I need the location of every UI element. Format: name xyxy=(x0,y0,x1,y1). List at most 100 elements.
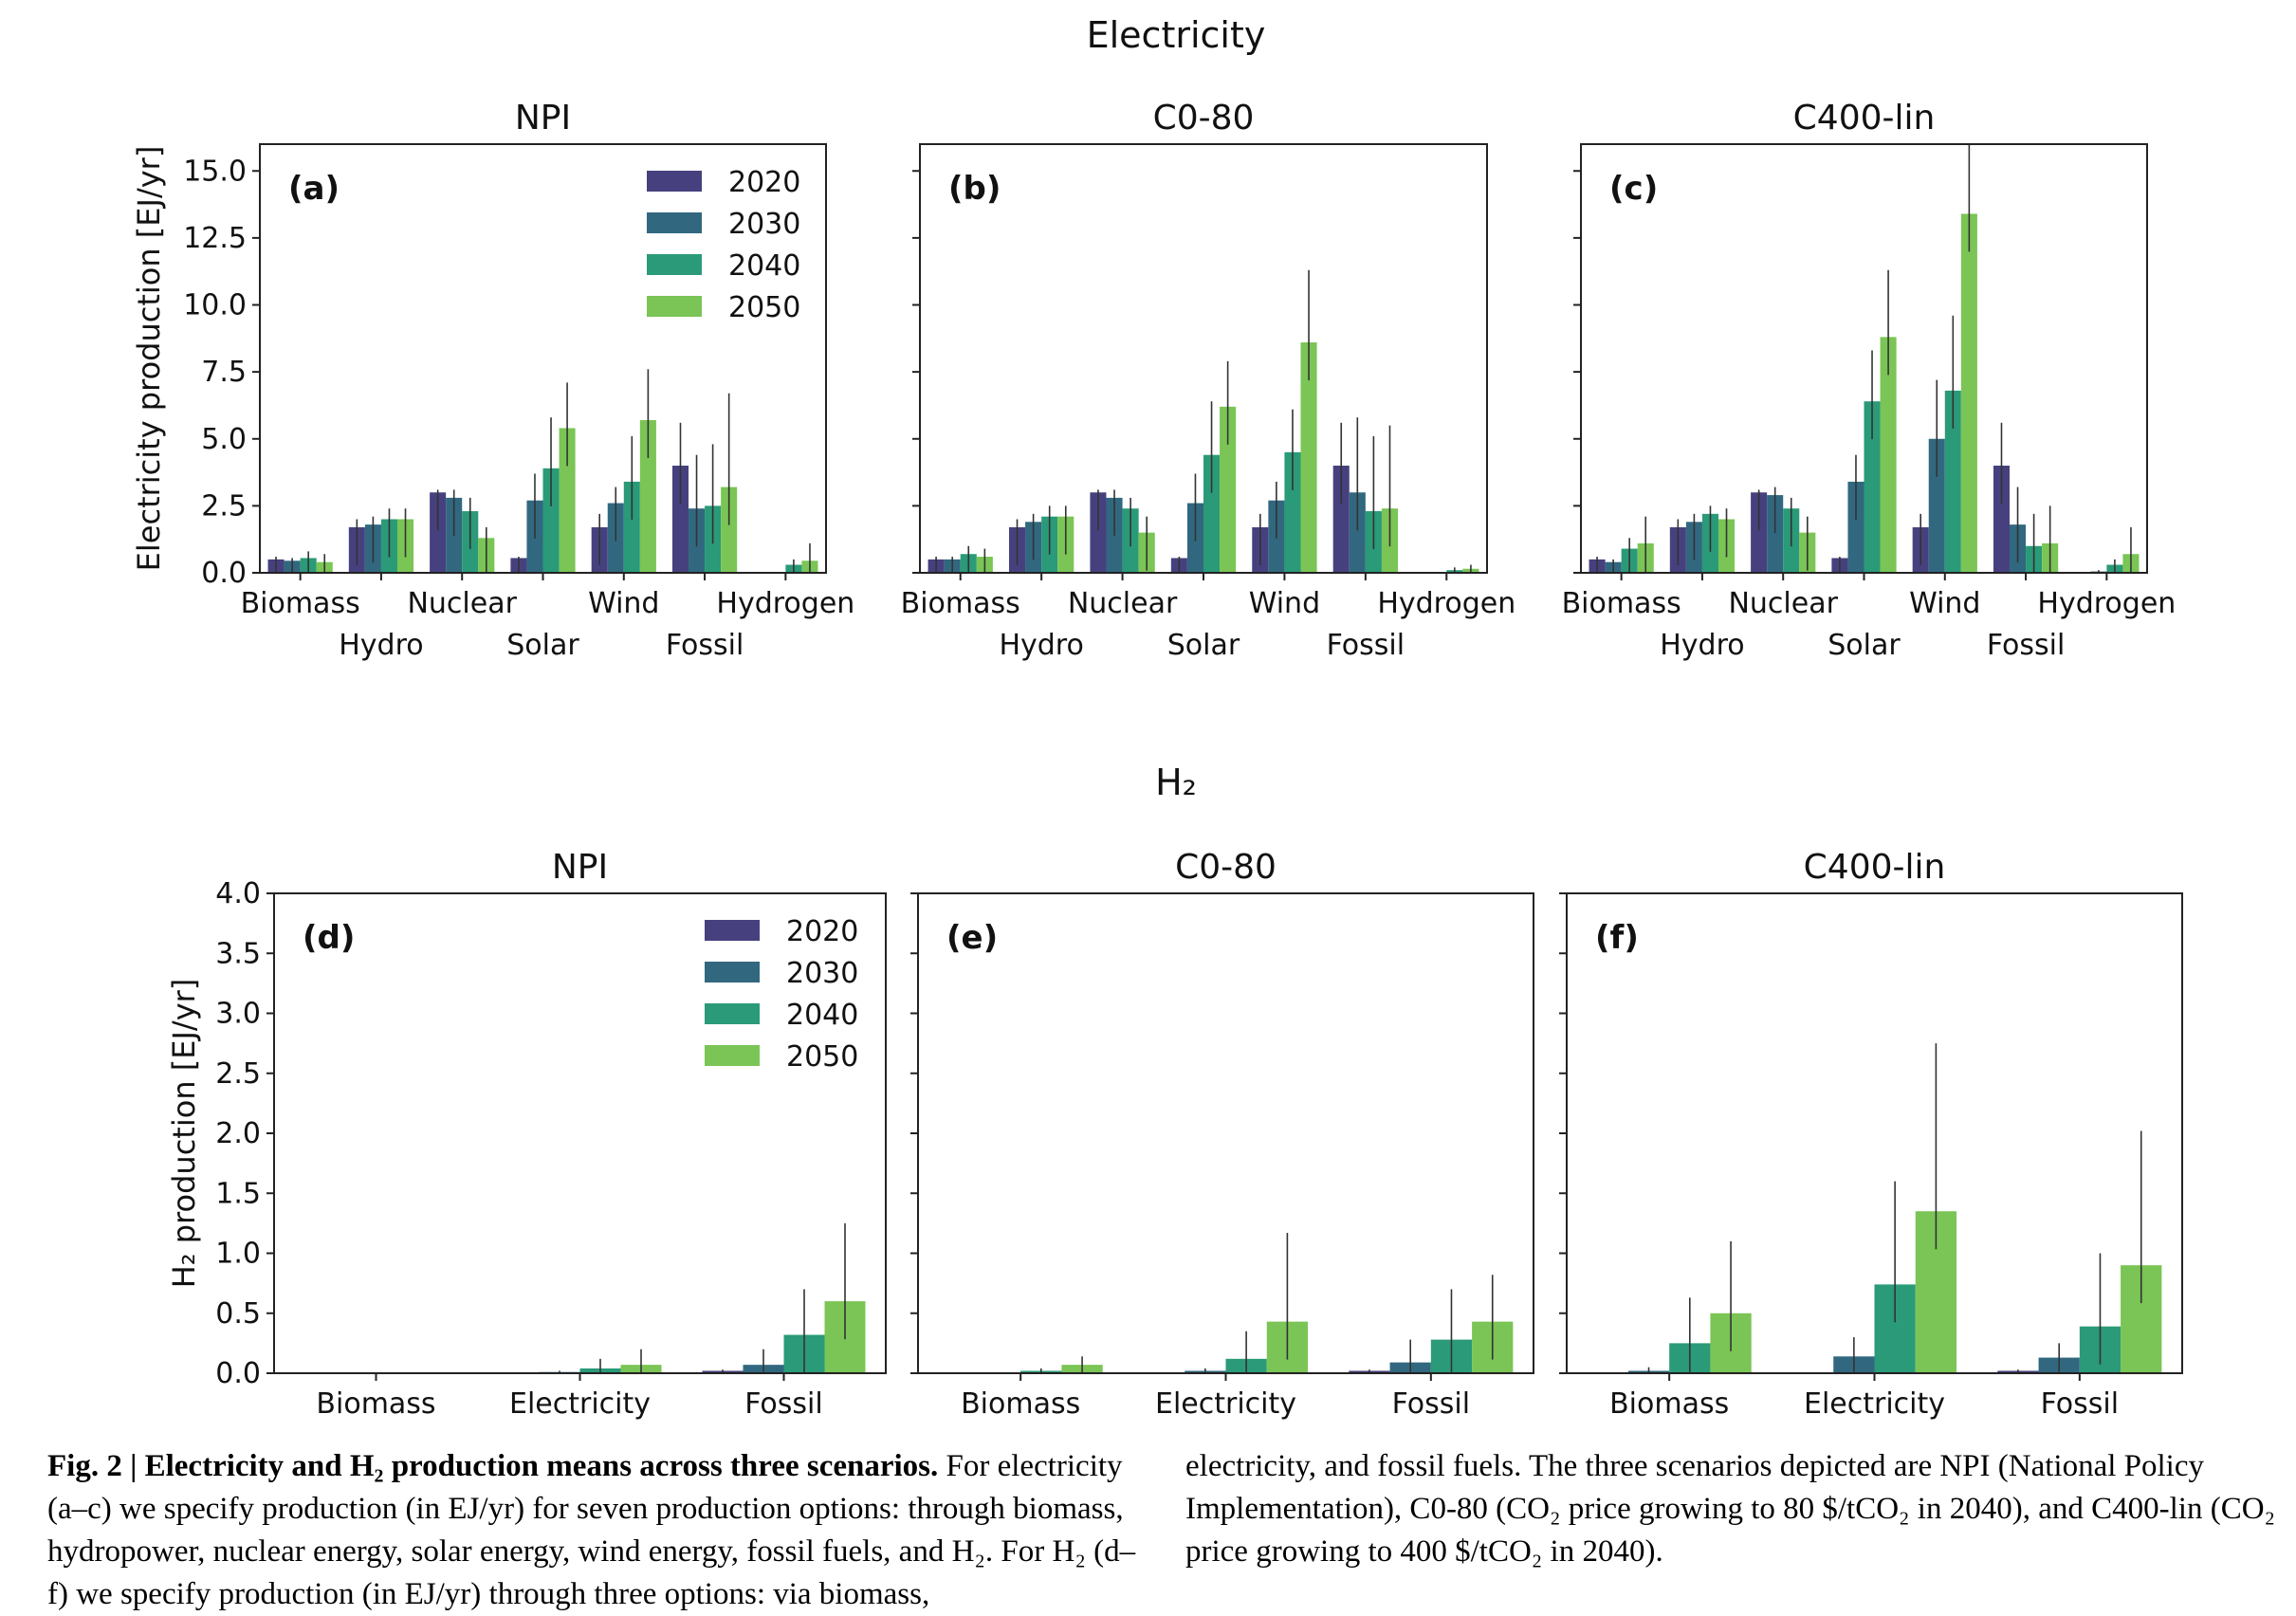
caption-text-right: electricity, and fossil fuels. The three… xyxy=(1185,1449,2276,1569)
bar xyxy=(1349,492,1366,573)
panel-label: (e) xyxy=(946,919,998,957)
x-tick-label: Biomass xyxy=(1562,587,1681,620)
caption-text-left: For electricity (a–c) we specify product… xyxy=(47,1449,1136,1611)
caption-label: Fig. 2 | xyxy=(47,1449,138,1483)
y-tick-label: 0.0 xyxy=(215,1357,261,1390)
y-tick-label: 2.5 xyxy=(201,489,247,523)
legend-label: 2040 xyxy=(728,249,800,283)
chart-panel-d: NPI (d) 0.0 0.5 1.0 1.5 2.0 2.5 3.0 3.5 4.0 H₂ prod… xyxy=(166,848,887,1421)
x-tick-label: Biomass xyxy=(901,587,1020,620)
x-tick-label: Biomass xyxy=(1609,1387,1729,1421)
x-tick-label: Biomass xyxy=(241,587,360,620)
x-tick-label: Solar xyxy=(1167,629,1240,662)
x-tick-label: Hydrogen xyxy=(1377,587,1515,620)
plot-frame xyxy=(259,143,827,574)
x-tick-label: Hydro xyxy=(999,629,1083,662)
y-tick-label: 3.5 xyxy=(215,937,261,970)
y-tick-label: 1.5 xyxy=(215,1177,261,1210)
panel-title: NPI xyxy=(515,99,571,138)
x-tick-label: Wind xyxy=(1249,587,1320,620)
bar xyxy=(671,466,689,573)
x-tick-label: Hydrogen xyxy=(2037,587,2176,620)
x-tick-label: Hydro xyxy=(339,629,423,662)
x-tick-label: Fossil xyxy=(1392,1387,1470,1421)
bar xyxy=(1332,466,1350,573)
x-tick-label: Hydro xyxy=(1660,629,1744,662)
x-tick-label: Nuclear xyxy=(1728,587,1838,620)
y-tick-label: 15.0 xyxy=(183,155,247,188)
bar xyxy=(430,492,447,573)
bar xyxy=(1880,337,1897,573)
panel-label: (f) xyxy=(1595,919,1639,957)
bar xyxy=(1993,466,2011,573)
y-tick-label: 7.5 xyxy=(201,356,247,389)
chart-panel-f: C400-lin (f) Biomass Electricity Fossil xyxy=(1559,848,2183,1421)
bar xyxy=(721,487,738,573)
bar xyxy=(559,428,576,573)
chart-panel-c: C400-lin (c) Biomass Hydro Nuclear SolarWindF… xyxy=(1562,99,2177,662)
bar xyxy=(1090,492,1107,573)
legend-swatch xyxy=(647,254,702,275)
panel-label: (c) xyxy=(1609,170,1658,208)
panel-title: C400-lin xyxy=(1793,99,1936,138)
x-tick-label: Fossil xyxy=(1327,629,1405,662)
y-tick-label: 2.5 xyxy=(215,1057,261,1091)
bar xyxy=(1203,454,1221,573)
bar xyxy=(1767,495,1784,573)
bar xyxy=(623,481,640,573)
legend-label: 2040 xyxy=(786,999,858,1032)
caption-title: Electricity and H₂ production means acro… xyxy=(144,1449,939,1483)
panel-title: C0-80 xyxy=(1153,99,1255,138)
figure-caption-left: Fig. 2 | Electricity and H₂ production m… xyxy=(47,1445,1148,1616)
bar xyxy=(1944,390,1961,573)
x-tick-label: Fossil xyxy=(744,1387,822,1421)
legend-label: 2050 xyxy=(728,291,800,324)
chart-panel-a: NPI (a) 0.0 2.5 5.0 7.5 10.0 12.5 15.0 Electricit… xyxy=(131,99,854,662)
y-tick-label: 0.0 xyxy=(201,557,247,590)
figure: Electricity H₂ NPI (a) 0.0 2.5 5.0 7.5 10.0 12.… xyxy=(131,14,2183,1421)
legend-swatch xyxy=(647,296,702,317)
legend-label: 2030 xyxy=(786,957,858,990)
x-tick-label: Fossil xyxy=(1987,629,2065,662)
x-tick-label: Wind xyxy=(588,587,659,620)
legend-swatch xyxy=(647,212,702,233)
legend-swatch xyxy=(705,1045,760,1066)
x-tick-label: Biomass xyxy=(961,1387,1080,1421)
legend-swatch xyxy=(705,962,760,982)
legend-swatch xyxy=(705,1003,760,1024)
legend: 2020 2030 2040 2050 xyxy=(647,166,800,324)
bar xyxy=(1960,213,1977,573)
x-tick-label: Wind xyxy=(1909,587,1980,620)
y-tick-label: 3.0 xyxy=(215,998,261,1031)
legend-label: 2020 xyxy=(786,915,858,948)
x-tick-label: Fossil xyxy=(2041,1387,2119,1421)
figure-caption-right: electricity, and fossil fuels. The three… xyxy=(1185,1445,2286,1573)
x-tick-label: Nuclear xyxy=(1068,587,1178,620)
x-tick-label: Electricity xyxy=(1804,1387,1945,1421)
y-tick-label: 12.5 xyxy=(183,222,247,255)
y-tick-label: 0.5 xyxy=(215,1297,261,1331)
plot-frame xyxy=(1580,143,2148,574)
plot-frame xyxy=(1566,892,2183,1374)
bar xyxy=(1300,342,1317,573)
x-tick-label: Biomass xyxy=(316,1387,435,1421)
legend-label: 2030 xyxy=(728,208,800,241)
panel-label: (d) xyxy=(303,919,355,957)
panel-title: C400-lin xyxy=(1804,848,1946,887)
x-tick-label: Solar xyxy=(506,629,579,662)
x-tick-label: Electricity xyxy=(1155,1387,1296,1421)
plot-frame xyxy=(919,143,1488,574)
panel-label: (a) xyxy=(288,170,340,208)
panels: NPI (a) 0.0 2.5 5.0 7.5 10.0 12.5 15.0 Electricit… xyxy=(131,99,2183,1421)
group-title-electricity: Electricity xyxy=(1087,14,1266,56)
x-tick-label: Fossil xyxy=(666,629,744,662)
bar xyxy=(1928,438,1945,573)
panel-title: NPI xyxy=(552,848,608,887)
legend-label: 2050 xyxy=(786,1040,858,1074)
x-tick-label: Hydrogen xyxy=(716,587,854,620)
y-tick-label: 5.0 xyxy=(201,423,247,456)
panel-title: C0-80 xyxy=(1175,848,1277,887)
group-title-h2: H₂ xyxy=(1155,762,1197,803)
y-tick-label: 2.0 xyxy=(215,1117,261,1150)
y-tick-label: 1.0 xyxy=(215,1238,261,1271)
